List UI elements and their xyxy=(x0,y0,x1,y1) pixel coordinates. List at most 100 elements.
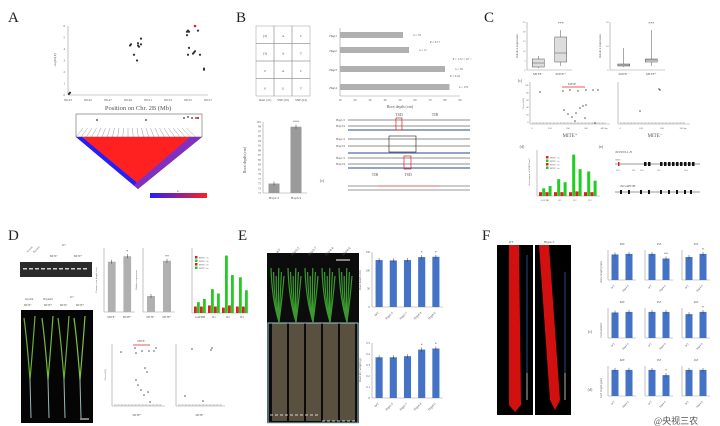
panel-label-f: F xyxy=(482,228,490,244)
d-scatter-point xyxy=(210,349,212,351)
d-gel-band xyxy=(71,268,75,270)
d-plant-label: MITE⁻ xyxy=(60,304,69,307)
e-photo-genotype-label: WT xyxy=(275,247,282,254)
c-scatter-point xyxy=(597,89,599,91)
c-mite-mark xyxy=(618,162,620,166)
b-root-bar-y-tick: 79 xyxy=(258,172,262,176)
panel-label-a: A xyxy=(8,10,19,26)
a-ld-connector xyxy=(117,127,120,138)
f-bar-tick-label: WT xyxy=(611,342,616,347)
c-scatter1-x-tick: 0 xyxy=(531,127,533,130)
b-root-bar-tick-label: Hap1/2 xyxy=(269,196,280,200)
d-grouped-bar xyxy=(194,306,197,313)
panel-label-b: B xyxy=(236,10,246,26)
f-row-label: (c) xyxy=(588,329,593,334)
d-grouped-bar xyxy=(242,306,245,313)
a-snp-mark xyxy=(145,119,147,121)
c-exon xyxy=(684,162,687,166)
d-scatter-point xyxy=(134,347,136,349)
b-root-bar-y-tick: 75 xyxy=(258,182,262,186)
b-hbar-x-tick: 10 xyxy=(339,98,343,102)
a-y-tick: 5 xyxy=(64,36,66,40)
a-data-point xyxy=(187,46,191,49)
c-scatter-point xyxy=(575,112,577,114)
b-root-bar-y-tick: 71 xyxy=(258,191,262,195)
a-ld-mid-edge xyxy=(134,137,202,189)
d-gel-group: MITE⁻ xyxy=(50,255,59,258)
f-bar-tick-label: Hap4-5 xyxy=(696,342,704,350)
b-hbar-bar xyxy=(340,47,409,53)
f-bar-bar xyxy=(685,257,693,280)
e-root-depth-tick-label: Hap2-5 xyxy=(384,311,394,321)
c-scatter-point xyxy=(567,113,569,115)
b-column-label: Indel (41) xyxy=(259,98,272,102)
panel-letters: A B C D E F xyxy=(8,10,494,244)
b-root-bar-y-tick: 85 xyxy=(258,158,262,162)
b-seq-label: Hap3/4 xyxy=(336,124,345,128)
a-ld-connector xyxy=(96,127,102,138)
d-grouped-tick: R3 xyxy=(240,315,244,319)
d-gel-lane-label: Aywalk xyxy=(26,245,34,253)
a-snp-mark xyxy=(195,117,197,119)
c-exon xyxy=(664,162,667,166)
f-bar-tick-label: WT xyxy=(648,284,653,289)
e-plant-leaf xyxy=(346,275,353,323)
b-tsd-box xyxy=(403,155,412,170)
b-seq-label: Hap3/4 xyxy=(336,144,345,148)
f-bar-tick-label: Hap4-5 xyxy=(622,342,630,350)
f-bar-bar xyxy=(611,312,619,338)
c-scatter1-y-tick: 40 xyxy=(526,107,529,109)
c-scatter-point xyxy=(571,116,573,118)
box1-significance: *** xyxy=(558,21,564,26)
box1-y-tick: 5 xyxy=(524,59,526,62)
c-exon xyxy=(648,162,651,166)
d-grouped-bar xyxy=(228,305,231,313)
b-root-bar-bar xyxy=(290,126,302,193)
a-data-point xyxy=(132,53,136,56)
c-grouped-tick: R3 xyxy=(589,199,593,202)
a-snp-mark xyxy=(96,119,98,121)
watermark-logo: @央视三农 xyxy=(654,415,698,426)
c-mite-label: MITE xyxy=(568,82,577,86)
f-row-y-title: Zone length (mm) xyxy=(599,261,603,282)
d-gel-band xyxy=(35,268,39,270)
c-exon xyxy=(660,162,663,166)
c-exon xyxy=(672,162,675,166)
c-scatter-point xyxy=(639,110,641,112)
d-scatter2-x-title: MITE⁻ xyxy=(196,413,205,417)
e-root-weight-significance: * xyxy=(421,343,423,348)
e-root-weight-y-tick: 0.3 xyxy=(366,363,370,367)
e-root-depth-significance: * xyxy=(435,250,437,255)
d-scatter-point xyxy=(211,347,213,349)
c-grouped-bar xyxy=(590,192,594,196)
c-grouped-bar xyxy=(560,192,564,196)
d-plant-header: Aywalk xyxy=(25,298,34,301)
a-data-point xyxy=(129,43,133,46)
f-bar-significance: * xyxy=(702,305,704,310)
b-hbar-x-tick: 80 xyxy=(444,98,448,102)
c-exon xyxy=(684,190,686,194)
f-zone-title: MZ xyxy=(619,358,625,362)
f-bar-bar xyxy=(625,253,633,280)
b-root-bar-y-tick: 89 xyxy=(258,148,262,152)
e-root-weight-y-tick: 0 xyxy=(369,396,371,400)
d-gel-band xyxy=(47,268,51,270)
b-hbar-x-tick: 30 xyxy=(369,98,373,102)
d-scatter-point xyxy=(140,389,142,391)
c-exon xyxy=(640,190,642,194)
c-grouped-bar xyxy=(539,192,542,196)
a-data-point xyxy=(135,59,139,62)
d-grouped-bar xyxy=(239,277,242,313)
a-y-tick: 2 xyxy=(64,70,66,74)
c-grouped-bar xyxy=(554,192,557,196)
f-zone-title: EZ xyxy=(656,242,661,246)
b-table-cell xyxy=(291,78,311,97)
c-grouped-bar xyxy=(572,154,576,196)
c-grouped-bar xyxy=(545,192,549,196)
a-data-point xyxy=(136,42,140,45)
c-exon xyxy=(690,190,692,194)
e-root-depth-bar xyxy=(375,260,383,307)
e-root-depth-y-tick: 100 xyxy=(366,268,371,272)
e-root-weight-y-title: Root dry weight (g) xyxy=(358,358,362,382)
b-root-bar-significance: *** xyxy=(293,120,299,125)
